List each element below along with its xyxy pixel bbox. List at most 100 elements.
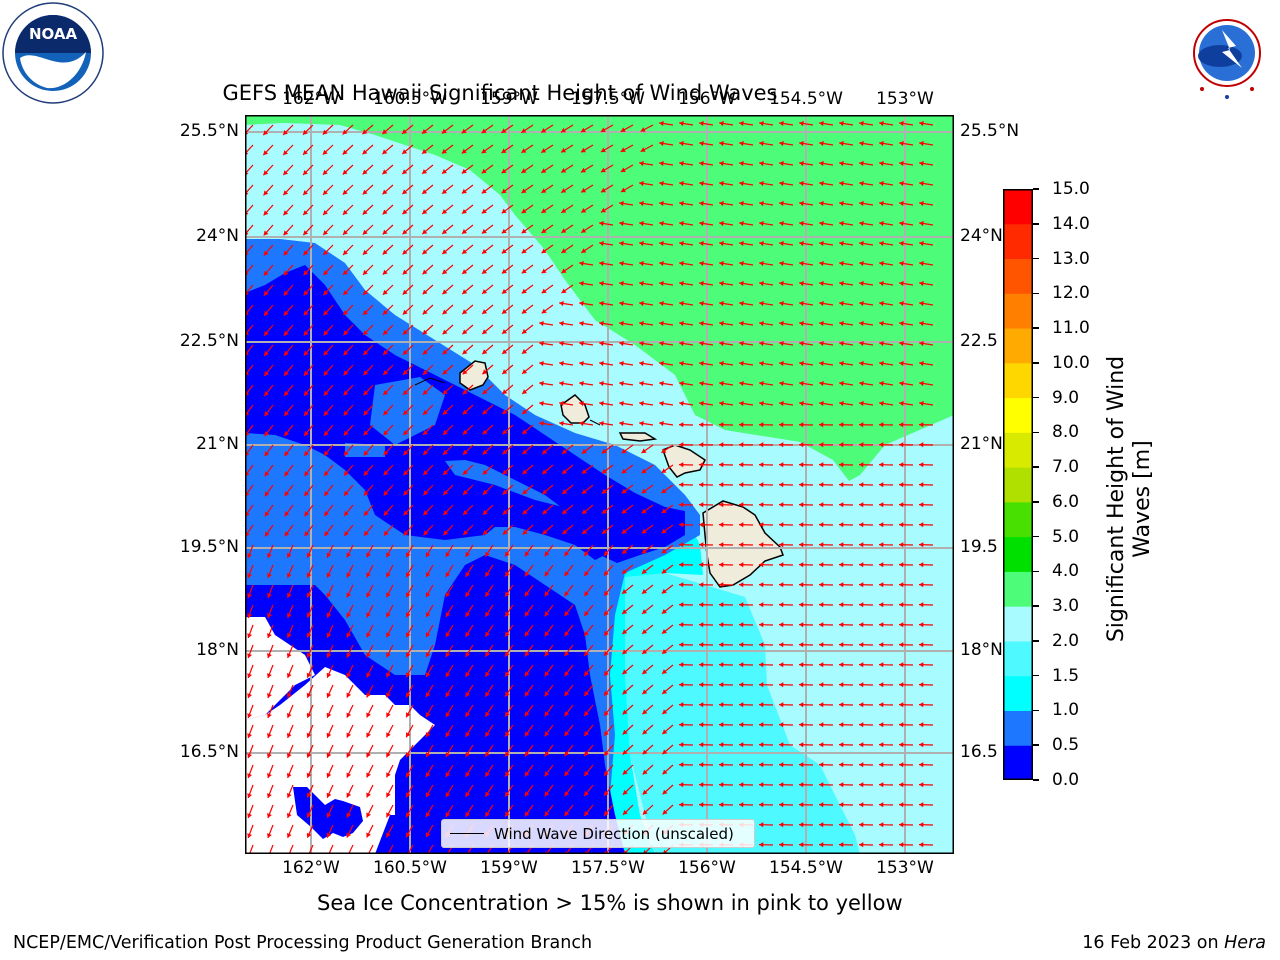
wind-wave-arrowhead: [899, 562, 904, 568]
wind-wave-arrowhead: [819, 722, 824, 728]
wind-wave-arrowhead: [463, 530, 468, 535]
wind-wave-arrowhead: [247, 713, 252, 719]
wind-wave-arrowhead: [304, 410, 309, 416]
wind-wave-arrowhead: [303, 230, 309, 236]
wind-wave-arrowhead: [659, 341, 664, 347]
wind-wave-arrowhead: [284, 370, 289, 376]
wind-wave-arrowhead: [739, 762, 744, 768]
wind-wave-arrowhead: [524, 731, 530, 737]
wind-wave-arrowhead: [899, 682, 904, 688]
wind-wave-arrowhead: [382, 149, 388, 155]
wind-wave-arrowhead: [267, 833, 272, 838]
colorbar-segment: [1003, 710, 1033, 746]
wind-wave-arrowhead: [442, 309, 448, 315]
wind-wave-arrowhead: [326, 552, 332, 558]
wind-wave-arrowhead: [344, 490, 349, 496]
wind-wave-arrowhead: [286, 573, 292, 578]
wind-wave-arrowhead: [919, 301, 924, 307]
wind-wave-arrowhead: [779, 682, 784, 688]
wind-wave-arrowhead: [879, 241, 884, 247]
wind-wave-arrowhead: [465, 611, 470, 617]
wind-wave-arrowhead: [879, 762, 884, 768]
colorbar-segment: [1003, 258, 1033, 294]
wind-wave-arrowhead: [679, 261, 684, 267]
wind-wave-arrowhead: [383, 390, 389, 396]
wind-wave-arrowhead: [422, 289, 428, 295]
lon-label-top: 160.5°W: [373, 89, 447, 109]
wind-wave-arrowhead: [719, 542, 724, 548]
colorbar-tick-label: 14.0: [1052, 213, 1090, 234]
wind-wave-arrowhead: [839, 381, 844, 387]
wind-wave-arrowhead: [584, 611, 589, 616]
wind-wave-arrowhead: [839, 361, 844, 367]
lon-label-bottom: 153°W: [876, 858, 934, 878]
island-kauai: [459, 360, 489, 391]
wind-wave-arrowhead: [819, 782, 824, 788]
wind-wave-arrowhead: [283, 150, 288, 155]
wind-wave-arrowhead: [859, 682, 864, 688]
wind-wave-arrowhead: [899, 281, 904, 287]
wind-wave-arrowhead: [839, 181, 844, 187]
wind-wave-arrowhead: [343, 450, 349, 456]
wind-wave-arrowhead: [799, 822, 804, 828]
wind-wave-arrowhead: [422, 129, 427, 134]
wind-wave-arrowhead: [267, 613, 272, 618]
wind-wave-arrowhead: [264, 330, 269, 336]
wind-wave-arrowhead: [604, 610, 609, 616]
wind-wave-arrowhead: [505, 711, 510, 717]
wind-wave-arrowhead: [599, 221, 604, 227]
wind-wave-arrowhead: [541, 308, 547, 314]
wind-wave-arrowhead: [859, 361, 864, 367]
lat-label-right: 18°N: [960, 640, 1003, 660]
wind-wave-arrowhead: [779, 361, 784, 367]
wind-wave-arrowhead: [346, 832, 352, 838]
wind-wave-arrowhead: [564, 631, 570, 637]
wind-wave-arrowhead: [719, 442, 724, 448]
wind-wave-arrowhead: [505, 791, 510, 797]
wind-wave-arrowhead: [859, 442, 864, 448]
wind-wave-arrowhead: [641, 488, 647, 494]
wind-wave-arrowhead: [799, 381, 804, 387]
wind-wave-arrowhead: [799, 642, 804, 648]
lon-label-top: 154.5°W: [769, 89, 843, 109]
wind-wave-arrowhead: [839, 682, 844, 688]
wind-wave-arrowhead: [247, 553, 252, 559]
wind-wave-arrowhead: [422, 209, 428, 214]
wind-wave-arrowhead: [662, 669, 668, 674]
wind-wave-arrowhead: [759, 141, 764, 147]
wind-wave-arrowhead: [366, 592, 371, 598]
wind-wave-arrowhead: [267, 633, 272, 638]
wind-wave-arrowhead: [485, 811, 490, 817]
wind-wave-arrowhead: [799, 422, 804, 428]
wind-wave-arrowhead: [461, 168, 467, 174]
wind-wave-arrowhead: [326, 632, 332, 638]
wind-wave-arrowhead: [839, 702, 844, 708]
wind-wave-arrowhead: [622, 789, 628, 795]
wind-wave-arrowhead: [661, 448, 667, 453]
wind-wave-arrowhead: [564, 591, 570, 597]
wind-wave-arrowhead: [482, 409, 488, 415]
wind-wave-arrowhead: [759, 502, 764, 508]
wind-wave-arrowhead: [402, 249, 408, 255]
wind-wave-arrowhead: [363, 410, 369, 416]
wind-wave-arrowhead: [919, 602, 924, 608]
wind-wave-arrowhead: [584, 731, 589, 736]
wind-wave-arrowhead: [799, 261, 804, 267]
wind-wave-arrowhead: [859, 542, 864, 548]
wind-wave-arrowhead: [542, 529, 548, 535]
wind-wave-arrowhead: [662, 789, 668, 795]
island-maui: [662, 444, 706, 478]
wind-wave-arrowhead: [342, 209, 348, 215]
wind-wave-arrowhead: [362, 149, 368, 155]
wind-wave-arrowhead: [442, 249, 448, 254]
wind-wave-arrowhead: [642, 749, 648, 755]
wind-wave-arrowhead: [247, 773, 252, 779]
wind-wave-arrowhead: [265, 531, 270, 537]
lon-label-bottom: 160.5°W: [373, 858, 447, 878]
wind-wave-arrowhead: [402, 169, 408, 174]
lon-label-bottom: 159°W: [480, 858, 538, 878]
lat-label-left: 22.5°N: [179, 331, 239, 351]
wind-wave-arrow: [387, 844, 394, 854]
wind-wave-arrowhead: [819, 281, 824, 287]
wind-wave-arrowhead: [779, 802, 784, 808]
